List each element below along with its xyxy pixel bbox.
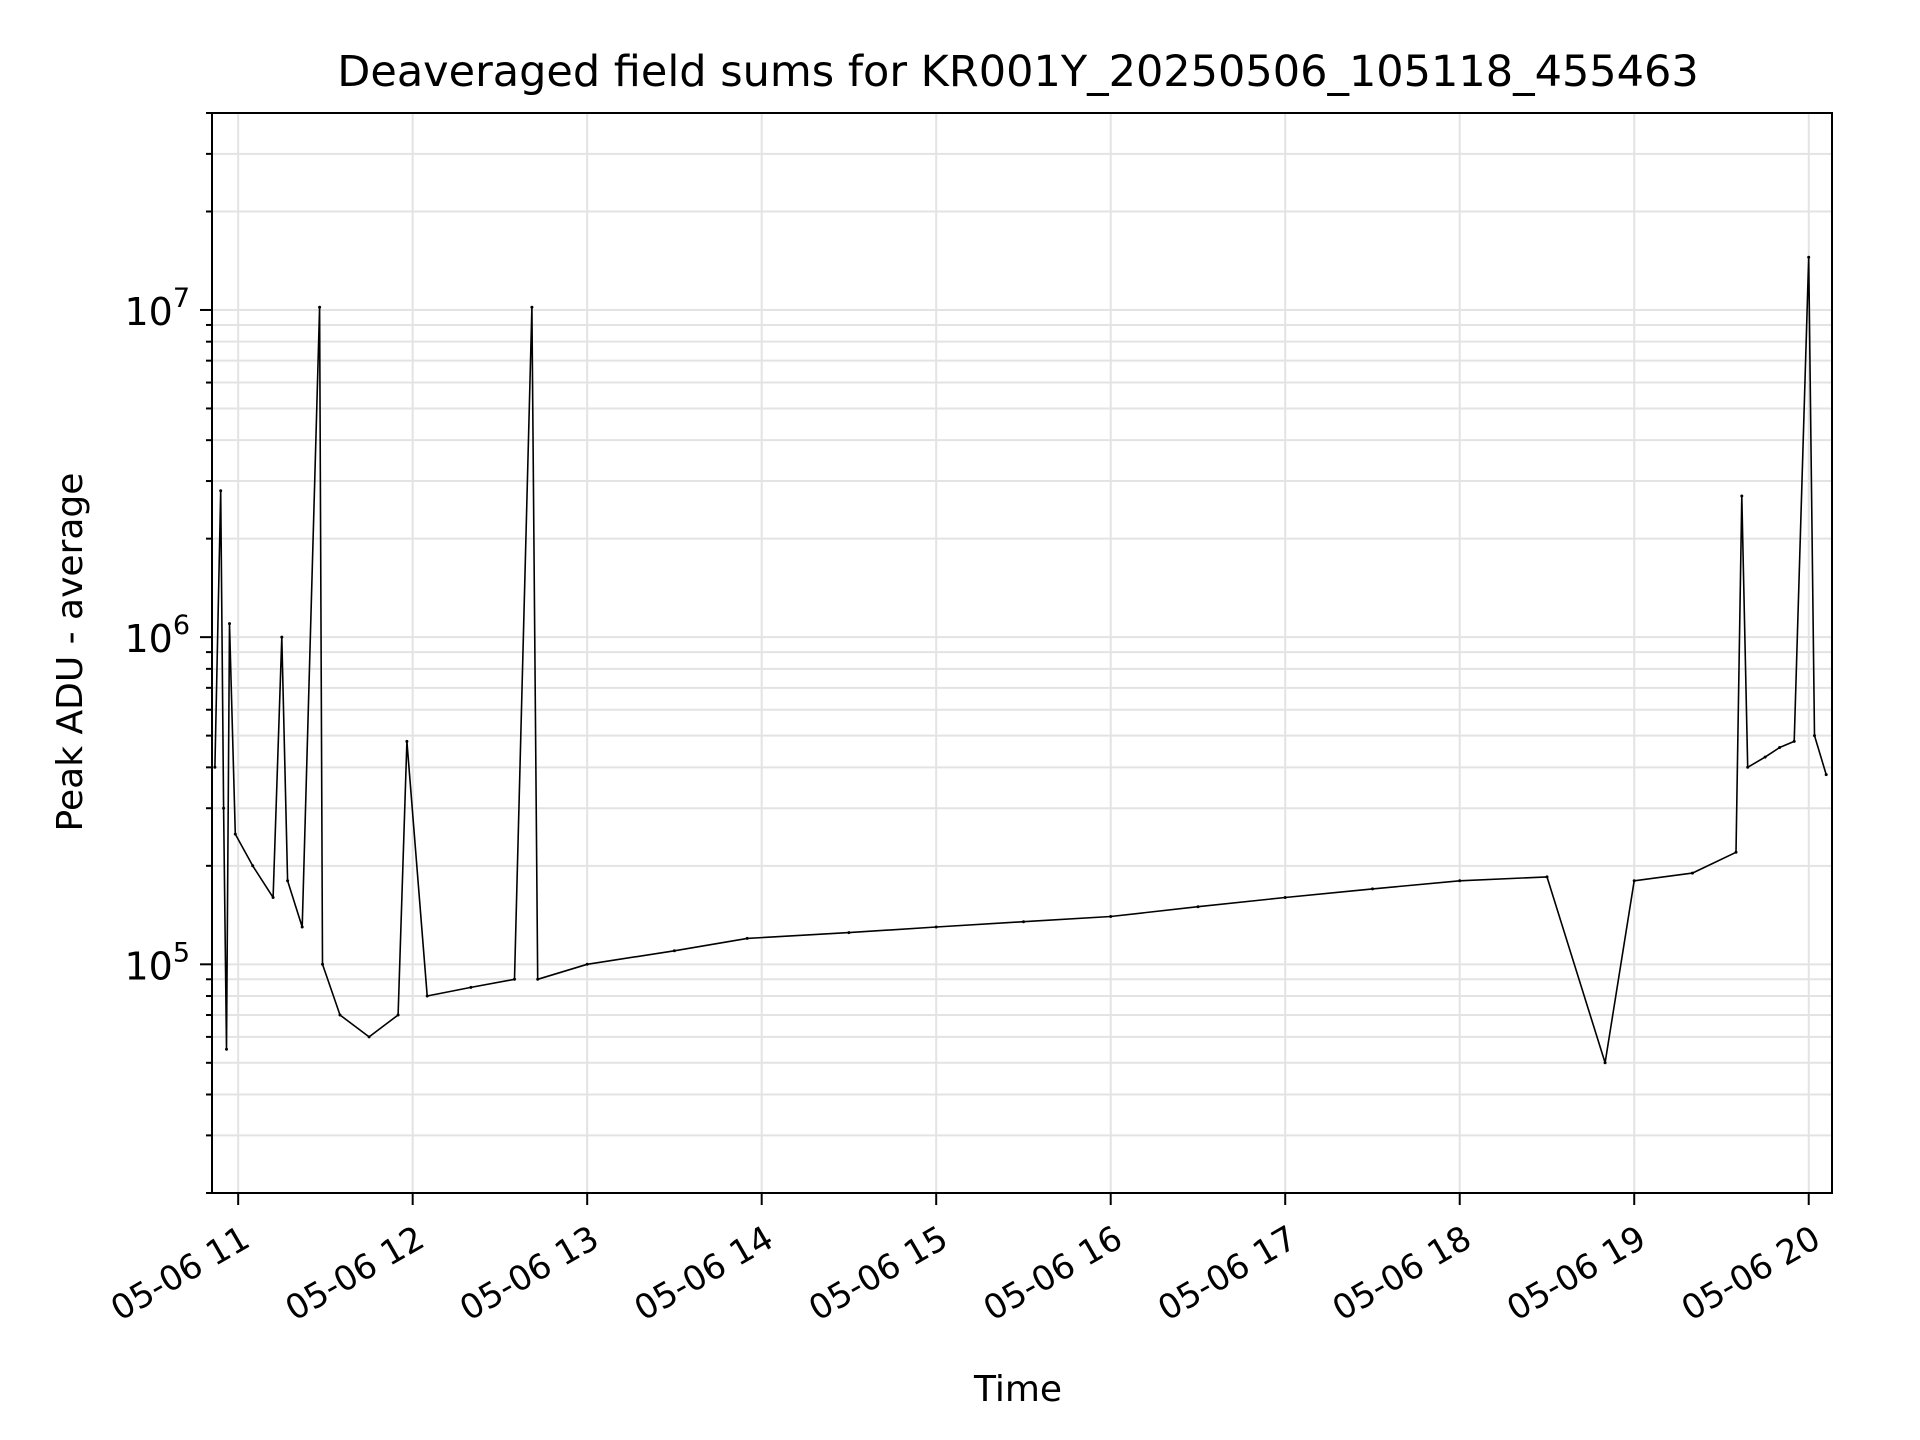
data-point [1763, 755, 1767, 759]
data-point [585, 962, 589, 966]
data-point [934, 925, 938, 929]
data-point [251, 864, 255, 868]
data-point [1690, 871, 1694, 875]
data-point [1603, 1061, 1607, 1065]
data-point [1371, 887, 1374, 891]
data-point [1807, 255, 1811, 259]
data-series [213, 255, 1828, 1065]
data-point [1813, 734, 1816, 738]
data-point [1458, 879, 1462, 883]
axis-ticks [200, 112, 1810, 1205]
data-point [1545, 875, 1549, 879]
data-point [338, 1013, 342, 1017]
data-point [672, 949, 676, 953]
data-point [1740, 494, 1744, 498]
data-point [1283, 896, 1287, 899]
data-point [513, 977, 516, 981]
series-line-0 [214, 256, 1827, 1064]
data-point [286, 879, 290, 883]
data-point [1196, 905, 1200, 909]
data-point [396, 1013, 400, 1017]
data-point [405, 739, 409, 743]
data-point [300, 925, 304, 929]
data-point [536, 977, 540, 981]
data-point [1632, 879, 1636, 883]
data-point [1778, 746, 1782, 749]
data-point [425, 994, 429, 998]
data-point [1734, 850, 1738, 854]
data-point [321, 962, 324, 966]
data-point [530, 305, 534, 309]
data-point [1022, 920, 1025, 924]
data-point [219, 489, 223, 493]
y-tick-label: 105 [124, 937, 190, 988]
data-point [233, 832, 237, 836]
data-point [318, 305, 322, 309]
data-point [367, 1035, 371, 1039]
chart-title: Deaveraged field sums for KR001Y_2025050… [337, 47, 1699, 97]
data-point [271, 896, 275, 899]
data-point [213, 765, 217, 769]
data-point [280, 635, 284, 639]
y-tick-label: 106 [124, 610, 190, 661]
x-axis-title: Time [973, 1369, 1062, 1410]
data-point [469, 985, 473, 989]
data-point [1109, 915, 1113, 918]
data-point [1792, 739, 1796, 743]
data-point [847, 931, 851, 935]
data-point [1824, 773, 1828, 777]
data-point [222, 806, 226, 810]
data-point [228, 622, 231, 626]
y-axis-title: Peak ADU - average [50, 473, 91, 832]
data-point [745, 936, 749, 940]
data-point [1746, 765, 1750, 769]
y-tick-label: 107 [124, 283, 190, 334]
data-point [225, 1047, 228, 1051]
y-tick-labels: 105 106 107 [124, 283, 190, 988]
